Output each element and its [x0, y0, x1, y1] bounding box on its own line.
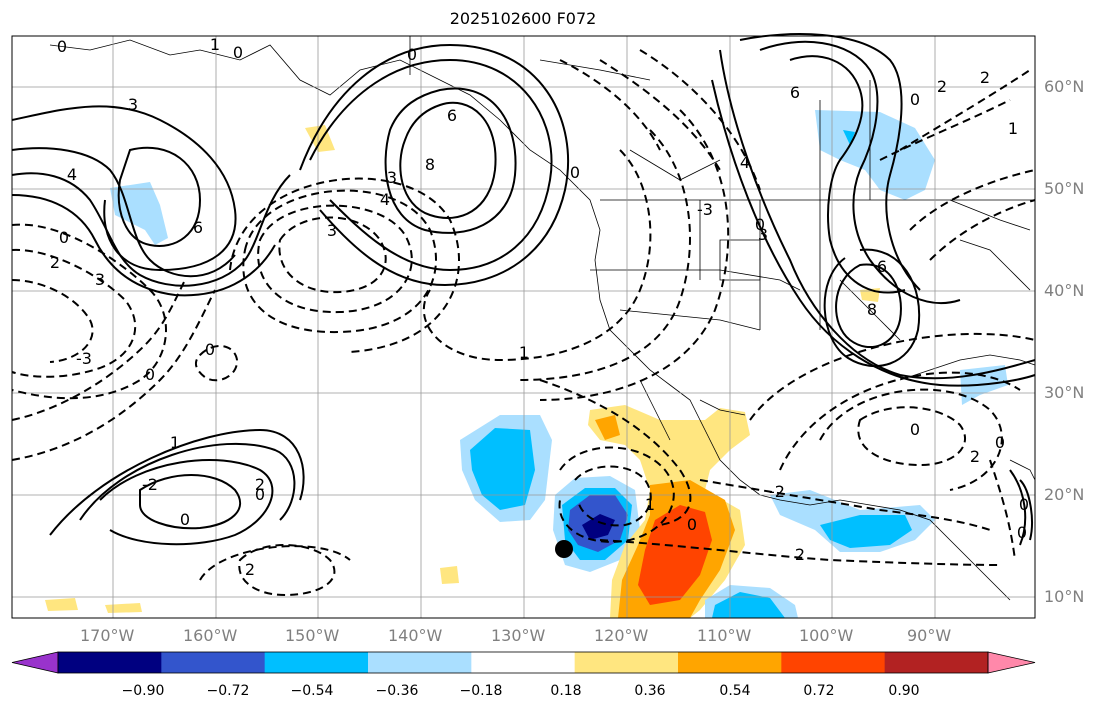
contour-label: 6 — [877, 257, 887, 276]
contour-label: 2 — [970, 447, 980, 466]
colorbar-tick: 0.18 — [550, 683, 582, 699]
colorbar-extend-high — [987, 651, 1036, 674]
colorbar-bin — [574, 652, 679, 673]
contour-label: 0 — [59, 228, 69, 247]
lon-label: 120°W — [594, 626, 649, 645]
contour-label: 0 — [205, 340, 215, 359]
lat-label: 20°N — [1044, 485, 1085, 504]
contour-label: 1 — [519, 343, 529, 362]
contour-label: -2 — [769, 482, 785, 501]
colorbar-tick: −0.18 — [459, 683, 503, 699]
contour-label: 0 — [180, 510, 190, 529]
contour-label: 2 — [255, 475, 265, 494]
contour-label: 3 — [387, 168, 397, 187]
graticule — [12, 36, 1035, 618]
lat-label: 50°N — [1044, 179, 1085, 198]
lon-label: 170°W — [80, 626, 135, 645]
contour-label: 0 — [255, 485, 265, 504]
colorbar-tick: 0.54 — [719, 683, 751, 699]
contour-label: 4 — [740, 153, 750, 172]
colorbar-tick: 0.90 — [888, 683, 920, 699]
lon-label: 160°W — [183, 626, 238, 645]
lon-label: 110°W — [697, 626, 752, 645]
colorbar-bin — [264, 652, 369, 673]
contour-label: 0 — [407, 45, 417, 64]
contour-label: 0 — [57, 37, 67, 56]
colorbar-frame — [57, 651, 989, 674]
colorbar-tick: 0.36 — [634, 683, 666, 699]
lat-label: 60°N — [1044, 77, 1085, 96]
coastlines — [49, 36, 1036, 601]
contour-label: 1 — [170, 433, 180, 452]
colorbar-tick: 0.72 — [803, 683, 835, 699]
storm-center-marker — [555, 540, 573, 558]
contour-label: 1 — [645, 495, 655, 514]
contour-label: 0 — [570, 163, 580, 182]
contour-label: 3 — [758, 225, 768, 244]
contour-label: 6 — [447, 106, 457, 125]
contour-label: 0 — [233, 43, 243, 62]
lat-label: 10°N — [1044, 587, 1085, 606]
contour-label: 3 — [128, 95, 138, 114]
contour-label: 0 — [145, 365, 155, 384]
contour-label: -3 — [76, 349, 92, 368]
lon-label: 140°W — [388, 626, 443, 645]
contour-label: 1 — [1008, 119, 1018, 138]
contour-label: 2 — [50, 253, 60, 272]
contour-label: 0 — [1019, 495, 1029, 514]
colorbar-tick: −0.72 — [206, 683, 250, 699]
contour-label: 4 — [380, 190, 390, 209]
positive-contours — [11, 33, 1036, 546]
lat-label: 40°N — [1044, 281, 1085, 300]
colorbar-tick: −0.36 — [375, 683, 419, 699]
contour-label: -3 — [697, 200, 713, 219]
contour-label: 6 — [790, 83, 800, 102]
contour-label: 0 — [755, 215, 765, 234]
lon-label: 130°W — [491, 626, 546, 645]
contour-label: 2 — [980, 68, 990, 87]
contour-label: 4 — [67, 165, 77, 184]
colorbar-bin — [884, 652, 989, 673]
contour-label: 0 — [995, 433, 1005, 452]
map-frame — [11, 35, 1036, 619]
colorbar-tick: −0.54 — [290, 683, 334, 699]
contour-label: 2 — [795, 545, 805, 564]
contour-label: 1 — [210, 35, 220, 54]
colorbar-bin — [781, 652, 886, 673]
map-title: 2025102600 F072 — [449, 9, 597, 28]
colorbar — [11, 651, 1036, 674]
contour-label: 0 — [687, 515, 697, 534]
lat-label: 30°N — [1044, 383, 1085, 402]
colorbar-bin — [161, 652, 266, 673]
colorbar-extend-low — [11, 651, 59, 674]
contour-label: 6 — [193, 218, 203, 237]
contour-label: 0 — [910, 420, 920, 439]
colorbar-bin — [58, 652, 162, 673]
contour-label: 0 — [910, 90, 920, 109]
contour-label: 8 — [425, 155, 435, 174]
contour-label: 3 — [95, 270, 105, 289]
colorbar-bin — [678, 652, 782, 673]
contour-label: 8 — [867, 300, 877, 319]
contour-label: 2 — [245, 560, 255, 579]
contour-label: -2 — [142, 475, 158, 494]
contour-label: 2 — [937, 77, 947, 96]
colorbar-tick: −0.90 — [121, 683, 165, 699]
lon-label: 90°W — [907, 626, 952, 645]
colorbar-bin — [471, 652, 576, 673]
contour-label: 3 — [327, 221, 337, 240]
contour-label: 0 — [1017, 523, 1027, 542]
colorbar-bin — [368, 652, 472, 673]
lon-label: 150°W — [285, 626, 340, 645]
lon-label: 100°W — [799, 626, 854, 645]
negative-contours — [11, 49, 1036, 597]
